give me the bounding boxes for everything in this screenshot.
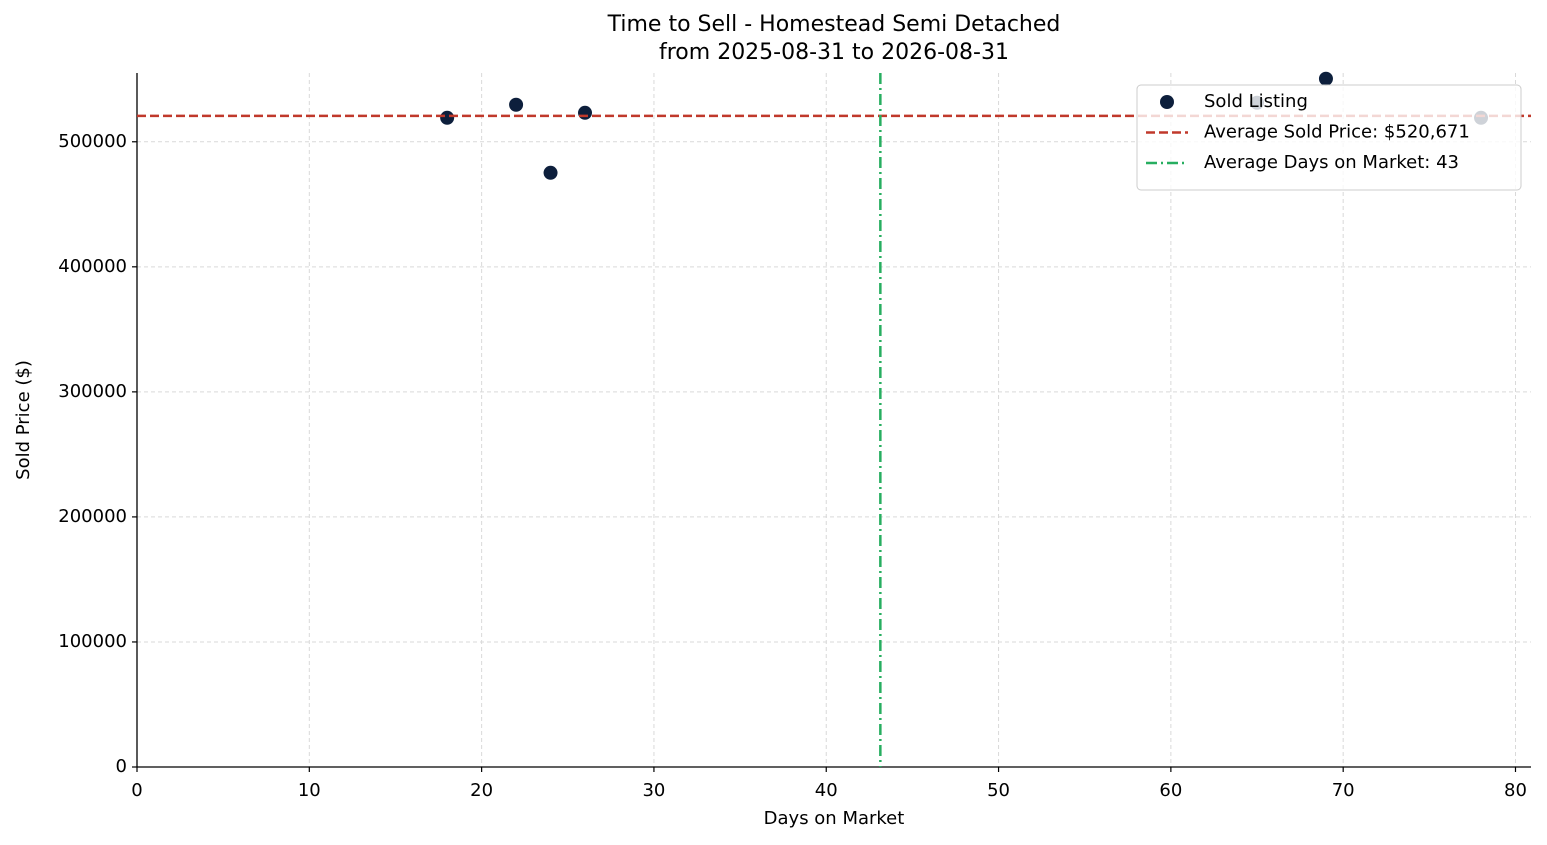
y-tick-label: 300000 bbox=[58, 381, 127, 402]
y-tick-label: 200000 bbox=[58, 506, 127, 527]
x-tick-label: 20 bbox=[470, 780, 493, 801]
legend-box bbox=[1136, 84, 1522, 191]
y-tick-label: 0 bbox=[116, 756, 127, 777]
x-tick-label: 0 bbox=[131, 780, 142, 801]
point bbox=[440, 110, 455, 125]
x-tick-label: 10 bbox=[298, 780, 321, 801]
x-tick-label: 30 bbox=[642, 780, 665, 801]
point bbox=[509, 97, 524, 112]
legend-label: Sold Listing bbox=[1204, 91, 1308, 112]
y-tick-label: 100000 bbox=[58, 631, 127, 652]
legend-label: Average Days on Market: 43 bbox=[1204, 152, 1459, 173]
legend-marker bbox=[1160, 95, 1174, 109]
point bbox=[543, 165, 558, 180]
x-tick-label: 50 bbox=[987, 780, 1010, 801]
x-tick-label: 40 bbox=[815, 780, 838, 801]
y-tick-label: 500000 bbox=[58, 131, 127, 152]
chart-subtitle: from 2025-08-31 to 2026-08-31 bbox=[659, 40, 1009, 65]
point bbox=[1318, 71, 1333, 86]
y-axis-label: Sold Price ($) bbox=[13, 360, 34, 480]
x-tick-label: 80 bbox=[1504, 780, 1527, 801]
point bbox=[578, 105, 593, 120]
x-axis-label: Days on Market bbox=[764, 808, 905, 829]
chart-title: Time to Sell - Homestead Semi Detached bbox=[607, 12, 1061, 37]
x-tick-label: 60 bbox=[1159, 780, 1182, 801]
x-tick-label: 70 bbox=[1332, 780, 1355, 801]
y-tick-label: 400000 bbox=[58, 256, 127, 277]
legend-label: Average Sold Price: $520,671 bbox=[1204, 122, 1470, 143]
